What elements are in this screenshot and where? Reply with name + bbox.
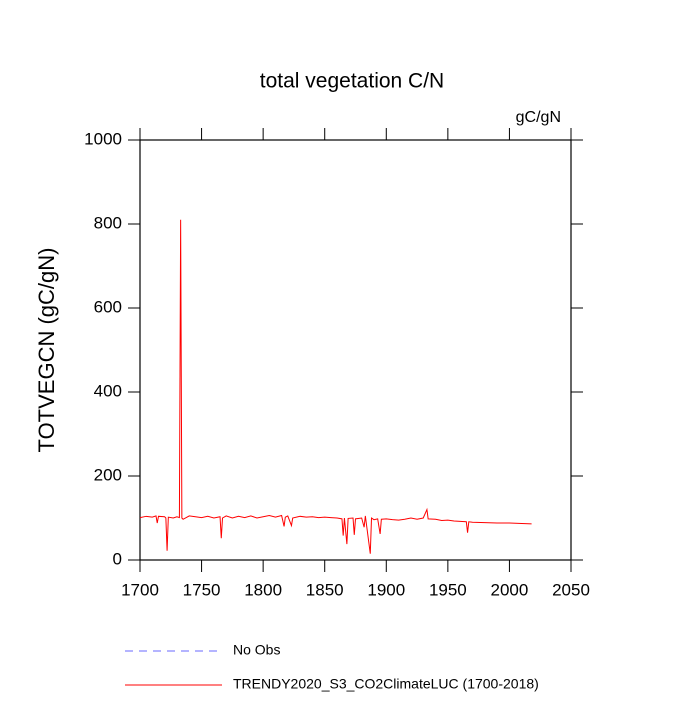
y-tick-label: 200 <box>94 465 122 484</box>
y-tick-label: 1000 <box>84 129 122 148</box>
legend-label: No Obs <box>233 642 280 658</box>
x-tick-label: 1850 <box>306 580 344 599</box>
chart-title: total vegetation C/N <box>260 70 444 93</box>
x-tick-label: 1950 <box>429 580 467 599</box>
y-tick-label: 0 <box>113 549 122 568</box>
x-tick-label: 1800 <box>244 580 282 599</box>
y-tick-label: 600 <box>94 297 122 316</box>
y-tick-label: 800 <box>94 213 122 232</box>
data-line <box>139 219 532 554</box>
x-tick-label: 1900 <box>367 580 405 599</box>
x-tick-label: 1750 <box>183 580 221 599</box>
y-axis-label: TOTVEGCN (gC/gN) <box>34 248 59 453</box>
units-label: gC/gN <box>516 109 561 126</box>
x-tick-label: 2050 <box>552 580 590 599</box>
y-tick-label: 400 <box>94 381 122 400</box>
plot-frame <box>139 139 572 561</box>
x-tick-label: 2000 <box>491 580 529 599</box>
legend-label: TRENDY2020_S3_CO2ClimateLUC (1700-2018) <box>233 676 539 692</box>
x-tick-label: 1700 <box>121 580 159 599</box>
